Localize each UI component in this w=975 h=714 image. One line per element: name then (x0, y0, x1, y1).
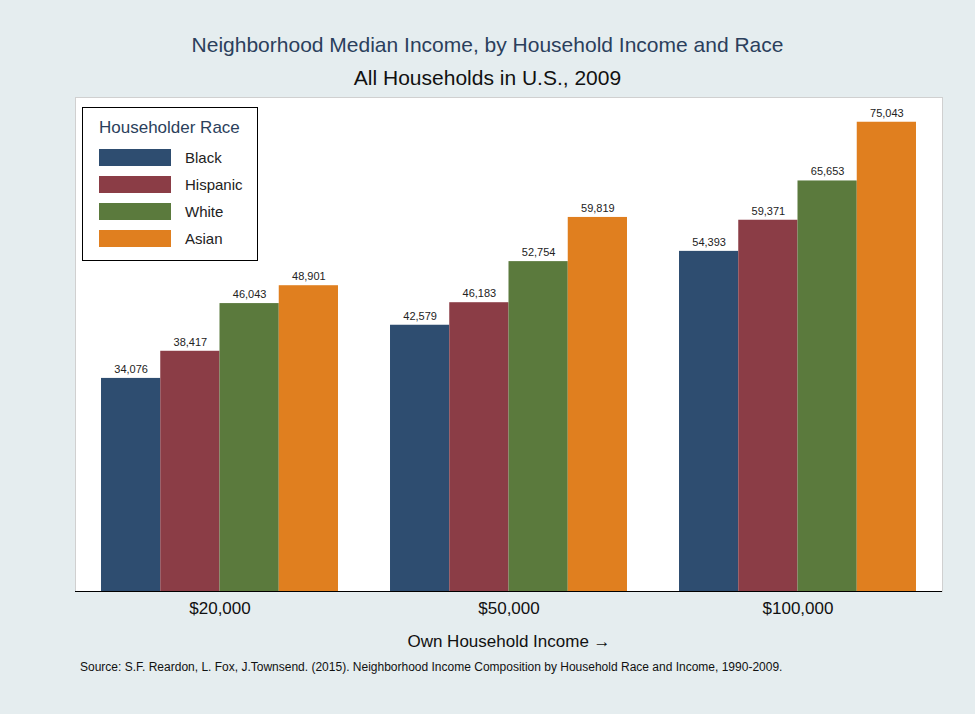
html-text:All Households in U.S., 2009: All Households in U.S., 2009 (353, 66, 622, 89)
svg-text:$20,000: $20,000 (189, 599, 250, 618)
html-text:Householder Race: Householder Race (99, 118, 240, 137)
svg-text:46,183: 46,183 (463, 287, 497, 299)
svg-text:75,043: 75,043 (870, 107, 904, 119)
svg-text:59,819: 59,819 (581, 202, 615, 214)
html-text:Hispanic: Hispanic (185, 176, 243, 193)
svg-text:46,043: 46,043 (233, 288, 267, 300)
html-text:Black: Black (185, 149, 222, 166)
svg-text:59,371: 59,371 (752, 205, 786, 217)
html-text:Neighborhood Median Income, by: Neighborhood Median Income, by Household… (191, 33, 784, 56)
svg-text:$100,000: $100,000 (763, 599, 834, 618)
svg-text:42,579: 42,579 (403, 310, 437, 322)
html-text:Source: S.F. Reardon, L. Fox,: Source: S.F. Reardon, L. Fox, J.Townsend… (80, 660, 783, 674)
svg-text:48,901: 48,901 (292, 270, 326, 282)
html-text:White: White (185, 203, 224, 220)
html-text:Asian: Asian (185, 230, 223, 247)
svg-text:54,393: 54,393 (692, 236, 726, 248)
svg-text:52,754: 52,754 (522, 246, 556, 258)
svg-text:Own Household Income →: Own Household Income → (407, 632, 610, 651)
svg-text:65,653: 65,653 (811, 165, 845, 177)
svg-text:34,076: 34,076 (114, 363, 148, 375)
svg-text:$50,000: $50,000 (478, 599, 539, 618)
svg-text:38,417: 38,417 (174, 336, 208, 348)
